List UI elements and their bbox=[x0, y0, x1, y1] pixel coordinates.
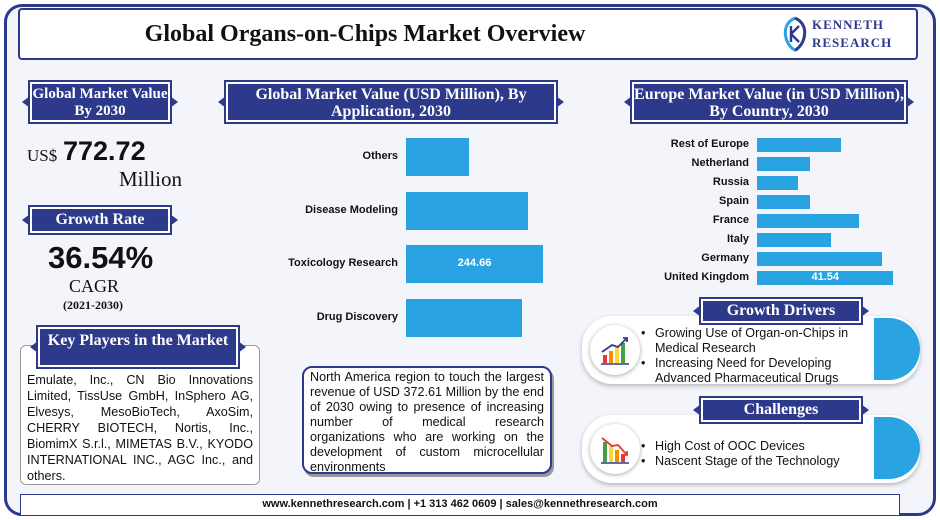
challenges-icon-circle bbox=[590, 424, 640, 474]
bar-germany bbox=[757, 251, 882, 266]
growth-driver-item: Growing Use of Organ-on-Chips in Medical… bbox=[641, 326, 873, 356]
category-label: Others bbox=[362, 149, 398, 162]
declining-chart-icon bbox=[601, 437, 629, 464]
page-title: Global Organs-on-Chips Market Overview bbox=[144, 21, 586, 47]
north-america-note-box: North America region to touch the larges… bbox=[302, 366, 552, 474]
challenge-item: High Cost of OOC Devices bbox=[641, 439, 873, 454]
challenge-item: Nascent Stage of the Technology bbox=[641, 454, 873, 469]
category-label: Drug Discovery bbox=[316, 311, 398, 324]
category-label: Italy bbox=[726, 232, 749, 245]
bar-italy bbox=[757, 232, 831, 247]
growth-drivers-list: Growing Use of Organ-on-Chips in Medical… bbox=[641, 326, 873, 386]
key-players-text: Emulate, Inc., CN Bio Innovations Limite… bbox=[27, 373, 253, 483]
growth-rate-cagr-label: CAGR bbox=[69, 276, 120, 296]
title-bar: Global Organs-on-Chips Market Overview K… bbox=[18, 8, 918, 60]
kenneth-research-logo: KENNETH RESEARCH bbox=[782, 14, 902, 54]
bar-toxicology-research bbox=[406, 245, 543, 284]
bar-russia bbox=[757, 175, 799, 190]
category-label: France bbox=[712, 213, 749, 226]
growth-drivers-heading: Growth Drivers bbox=[693, 299, 869, 323]
bar-netherland bbox=[757, 156, 810, 171]
growth-driver-item: Increasing Need for Developing Advanced … bbox=[641, 356, 873, 386]
category-label: Russia bbox=[712, 175, 749, 188]
category-label: Spain bbox=[719, 194, 749, 207]
category-label: Rest of Europe bbox=[670, 137, 749, 150]
challenges-list: High Cost of OOC Devices Nascent Stage o… bbox=[641, 439, 873, 469]
bar-others bbox=[406, 137, 469, 176]
bar-disease-modeling bbox=[406, 191, 529, 230]
europe-bar-chart: Rest of Europe Netherland Russia Spain Franc… bbox=[640, 135, 910, 287]
key-players-box: Emulate, Inc., CN Bio Innovations Limite… bbox=[20, 345, 260, 485]
market-value-number: 772.72 bbox=[63, 136, 146, 166]
rising-chart-icon bbox=[601, 337, 629, 365]
bar-france bbox=[757, 213, 859, 228]
bar-rest-of-europe bbox=[757, 137, 841, 152]
growth-rate-value: 36.54% bbox=[48, 240, 154, 275]
bar-united-kingdom bbox=[757, 270, 894, 285]
market-value-currency: US$ bbox=[27, 146, 58, 165]
north-america-note-text: North America region to touch the larges… bbox=[310, 370, 544, 474]
key-players-heading: Key Players in the Market bbox=[30, 327, 246, 367]
bar-spain bbox=[757, 194, 810, 209]
footer-contact-bar: www.kennethresearch.com | +1 313 462 060… bbox=[20, 494, 900, 516]
category-label: Toxicology Research bbox=[288, 257, 398, 270]
market-value-heading: Global Market Value By 2030 bbox=[22, 82, 178, 122]
market-value-unit: Million bbox=[119, 167, 183, 191]
challenges-heading: Challenges bbox=[693, 398, 869, 422]
application-bar-chart: Others Disease Modeling Toxicology Researc… bbox=[270, 130, 570, 350]
category-label: Disease Modeling bbox=[305, 203, 398, 216]
logo-text-line1: KENNETH bbox=[812, 17, 885, 32]
data-label: 41.54 bbox=[811, 270, 839, 283]
category-label: Germany bbox=[701, 251, 749, 264]
europe-chart-title: Europe Market Value (in USD Million), By… bbox=[624, 82, 914, 122]
data-label: 244.66 bbox=[457, 257, 492, 270]
logo-text-line2: RESEARCH bbox=[812, 35, 893, 50]
growth-drivers-icon-circle bbox=[590, 325, 640, 375]
logo-emblem-icon bbox=[783, 16, 807, 52]
growth-rate-heading: Growth Rate bbox=[22, 207, 178, 233]
bar-drug-discovery bbox=[406, 299, 523, 338]
growth-rate-period: (2021-2030) bbox=[63, 298, 123, 312]
category-label: Netherland bbox=[691, 156, 749, 169]
application-chart-title: Global Market Value (USD Million), By Ap… bbox=[218, 82, 564, 122]
category-label: United Kingdom bbox=[664, 270, 749, 283]
